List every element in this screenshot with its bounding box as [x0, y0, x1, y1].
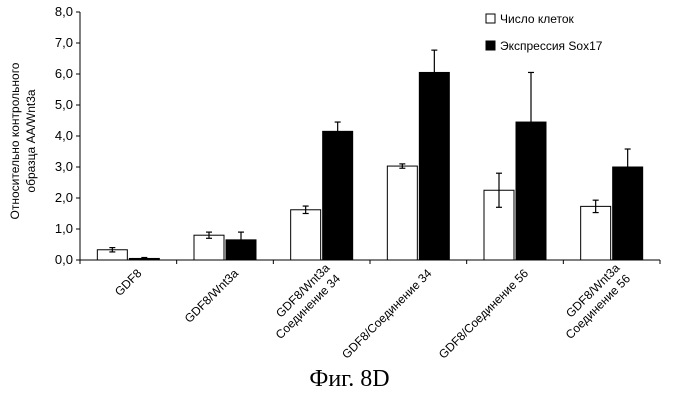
y-tick-label: 6,0 [55, 66, 73, 81]
legend-swatch-cell-count [486, 14, 495, 23]
bar-sox17-expression [323, 131, 353, 260]
bar-cell-count [387, 166, 417, 260]
y-tick-label: 4,0 [55, 128, 73, 143]
bar-sox17-expression [419, 72, 449, 260]
x-tick-label: GDF8/Wnt3a [182, 266, 242, 326]
y-tick-label: 0,0 [55, 252, 73, 267]
y-tick-label: 7,0 [55, 35, 73, 50]
x-tick-label: GDF8 [112, 266, 145, 299]
y-axis-title: Относительно контрольного [8, 62, 22, 219]
bar-cell-count [291, 210, 321, 260]
legend-swatch-sox17 [486, 41, 495, 50]
y-tick-label: 2,0 [55, 190, 73, 205]
y-tick-label: 3,0 [55, 159, 73, 174]
y-tick-label: 8,0 [55, 4, 73, 19]
bar-cell-count [194, 235, 224, 260]
legend-label-cell-count: Число клеток [500, 12, 575, 26]
y-axis-title: образца АА/Wnt3a [24, 89, 38, 192]
x-tick-label: GDF8/Соединение 56 [436, 266, 532, 362]
figure-caption: Фиг. 8D [0, 366, 699, 393]
y-tick-label: 1,0 [55, 221, 73, 236]
x-tick-label: GDF8/Соединение 34 [339, 266, 435, 362]
bar-cell-count [581, 206, 611, 260]
legend-label-sox17: Экспрессия Sox17 [500, 39, 603, 53]
y-tick-label: 5,0 [55, 97, 73, 112]
